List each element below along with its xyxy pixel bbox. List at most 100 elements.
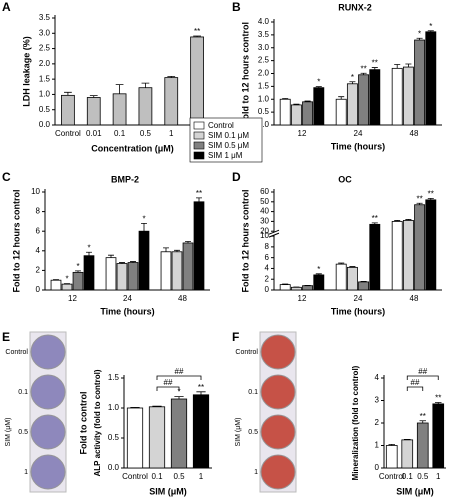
x-tick-label: 12 xyxy=(298,294,307,303)
error-bar xyxy=(304,100,311,102)
panel-letter: C xyxy=(2,170,11,184)
y-axis-label: Fold to 12 hours control xyxy=(240,22,250,125)
x-tick-label: 24 xyxy=(123,294,132,303)
error-bar xyxy=(394,64,401,69)
significance: ** xyxy=(196,189,202,198)
x-tick-label: 0.1 xyxy=(114,129,126,138)
error-bar xyxy=(349,81,356,84)
bar xyxy=(385,445,398,469)
error-bar xyxy=(163,247,169,252)
bar xyxy=(432,403,445,469)
bar xyxy=(164,77,179,126)
bar xyxy=(335,98,347,126)
y-tick-label: 30 xyxy=(260,217,269,226)
bar xyxy=(335,263,347,291)
bar xyxy=(346,266,358,291)
y-tick-label: 10 xyxy=(31,187,40,196)
error-bar xyxy=(130,261,136,263)
bar xyxy=(391,220,403,291)
y-tick-label: 0 xyxy=(375,463,380,472)
well-axis-label: SIM (μM) xyxy=(235,418,242,447)
bar xyxy=(126,407,144,469)
significance: * xyxy=(65,275,68,284)
y-tick-label: 2 xyxy=(375,418,380,427)
significance: ** xyxy=(372,59,378,68)
bar xyxy=(193,201,205,291)
error-bar xyxy=(193,35,201,37)
bar xyxy=(61,283,73,291)
chart-title: BMP-2 xyxy=(111,174,139,184)
error-bar xyxy=(394,220,401,222)
y-tick-label: 8 xyxy=(265,242,270,251)
comparison-bracket xyxy=(406,386,424,391)
legend-swatch xyxy=(193,151,205,160)
panel-letter: E xyxy=(2,330,10,344)
error-bar xyxy=(338,262,345,265)
y-tick-label: 0.0 xyxy=(258,120,270,129)
y-axis-label-outer: Fold to control xyxy=(78,392,88,455)
bar xyxy=(391,67,403,126)
bar xyxy=(171,251,183,291)
axis-break xyxy=(269,232,443,236)
bar xyxy=(369,69,381,126)
bar xyxy=(86,97,101,126)
y-tick-label: 4.0 xyxy=(258,17,270,26)
y-tick-label: 0.5 xyxy=(108,433,120,442)
legend-label: Control xyxy=(208,121,234,130)
bar xyxy=(279,284,291,291)
error-bar xyxy=(434,402,442,404)
well xyxy=(260,454,296,490)
x-tick-label: 1 xyxy=(199,472,204,481)
significance: ** xyxy=(420,412,426,421)
significance: ** xyxy=(194,27,200,36)
x-tick-label: Control xyxy=(122,472,148,481)
well-label: Control xyxy=(235,349,258,356)
error-bar xyxy=(416,202,423,205)
y-tick-label: 50 xyxy=(260,197,269,206)
y-tick-label: 10 xyxy=(260,231,269,240)
error-bar xyxy=(315,86,322,88)
x-tick-label: 48 xyxy=(178,294,187,303)
y-tick-label: 40 xyxy=(260,207,269,216)
significance: * xyxy=(317,78,320,87)
comparison-label: ## xyxy=(175,367,184,376)
error-bar xyxy=(293,103,300,105)
significance: * xyxy=(76,262,79,271)
y-tick-label: 60 xyxy=(260,187,269,196)
well-label: 0.5 xyxy=(18,429,28,436)
y-tick-label: 6 xyxy=(265,253,270,262)
bar xyxy=(190,36,204,126)
error-bar xyxy=(167,75,176,78)
x-tick-label: 48 xyxy=(410,129,419,138)
bar xyxy=(401,439,414,469)
error-bar xyxy=(338,96,345,100)
well xyxy=(260,334,296,370)
error-bar xyxy=(174,396,184,399)
x-axis-label: Time (hours) xyxy=(331,306,385,316)
error-bar xyxy=(174,249,180,252)
bar xyxy=(160,251,172,291)
x-axis-label: Concentration (μM) xyxy=(91,143,174,153)
x-tick-label: 1 xyxy=(436,472,441,481)
panel-letter: F xyxy=(232,330,239,344)
y-tick-label: 2.0 xyxy=(258,69,270,78)
error-bar xyxy=(75,270,81,273)
error-bar xyxy=(315,273,322,275)
x-axis-label: Time (hours) xyxy=(331,141,385,151)
bar xyxy=(402,66,414,126)
error-bar xyxy=(360,280,367,282)
bar xyxy=(182,242,194,291)
error-bar xyxy=(427,197,434,200)
error-bar xyxy=(416,37,423,41)
y-tick-label: 4 xyxy=(265,264,270,273)
y-tick-label: 1.5 xyxy=(258,81,270,90)
significance: * xyxy=(351,73,354,82)
bar xyxy=(192,394,210,469)
y-tick-label: 0.0 xyxy=(108,463,120,472)
legend-label: SIM 0.5 μM xyxy=(208,141,249,150)
error-bar xyxy=(130,407,140,408)
significance: ** xyxy=(360,64,366,73)
legend-label: SIM 0.1 μM xyxy=(208,131,249,140)
